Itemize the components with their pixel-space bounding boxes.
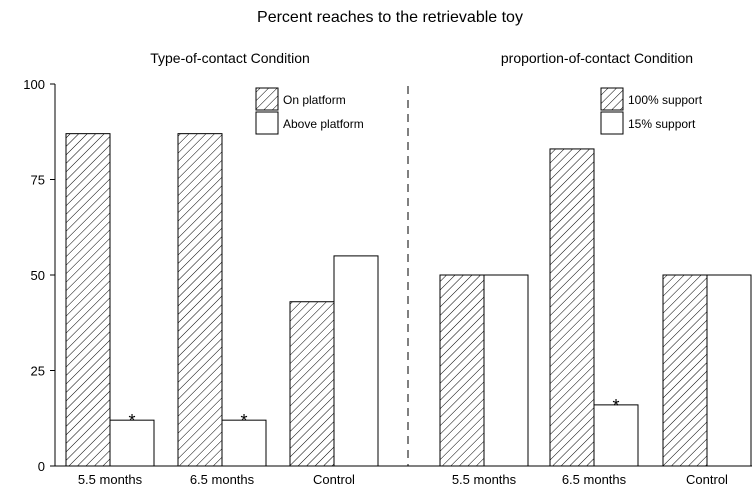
legend-label-100-support: 100% support [628,93,703,107]
bar-on-platform-6-5-months [177,133,223,467]
y-tick-label: 75 [31,173,45,188]
legend-swatch-15-support [600,111,624,135]
bar-on-platform-control [289,301,335,467]
y-tick-label: 100 [23,77,45,92]
x-category-label: 6.5 months [190,472,255,487]
x-category-label: Control [686,472,728,487]
legend-swatch-above-platform [255,111,279,135]
bar-100-support-control [662,274,708,467]
bar-above-platform-6-5-months [221,419,267,467]
legend-swatch-100-support [600,87,624,111]
legend-label-above-platform: Above platform [283,117,364,131]
significance-asterisk: * [240,411,247,431]
bar-above-platform-control [333,255,379,467]
panel-title-type-of-contact: Type-of-contact Condition [150,50,310,66]
bar-100-support-6-5-months [549,148,595,467]
legend-swatch-on-platform [255,87,279,111]
significance-asterisk: * [612,396,619,416]
y-tick-label: 0 [38,459,45,474]
x-category-label: 5.5 months [78,472,143,487]
x-category-label: Control [313,472,355,487]
bar-15-support-control [706,274,752,467]
chart-title: Percent reaches to the retrievable toy [257,9,523,26]
y-tick-label: 25 [31,364,45,379]
legend-label-15-support: 15% support [628,117,696,131]
bar-15-support-5-5-months [483,274,529,467]
y-tick-label: 50 [31,268,45,283]
bar-above-platform-5-5-months [109,419,155,467]
bar-on-platform-5-5-months [65,133,111,467]
bar-15-support-6-5-months [593,404,639,467]
bar-100-support-5-5-months [439,274,485,467]
panel-title-proportion-of-contact: proportion-of-contact Condition [501,50,693,66]
x-category-label: 6.5 months [562,472,627,487]
x-category-label: 5.5 months [452,472,517,487]
significance-asterisk: * [128,411,135,431]
legend-label-on-platform: On platform [283,93,346,107]
